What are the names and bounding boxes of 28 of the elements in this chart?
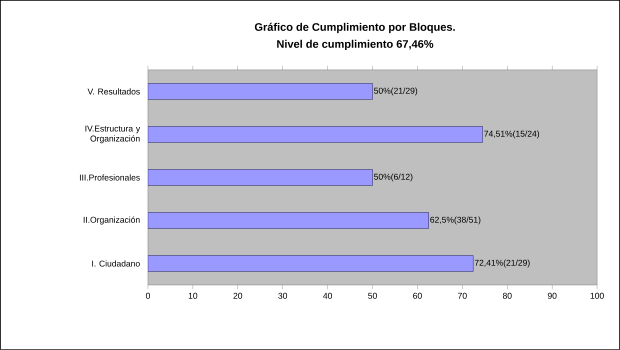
x-tick-label: 40 <box>323 292 332 299</box>
y-tick-label: IV.Estructura y Organización <box>85 126 140 144</box>
x-tick-label: 0 <box>146 292 150 299</box>
x-tick-label: 80 <box>502 292 512 299</box>
y-tick-label: III.Profesionales <box>80 174 140 181</box>
chart-subtitle: Nivel de cumplimiento 67,46% <box>277 40 434 50</box>
y-tick-label: V. Resultados <box>88 88 140 95</box>
bar <box>148 212 429 229</box>
data-label: 50%(21/29) <box>374 88 418 96</box>
x-tick-label: 60 <box>413 292 422 299</box>
bar <box>148 83 373 100</box>
x-tick-label: 30 <box>278 292 288 299</box>
x-tick-label: 70 <box>458 292 467 299</box>
y-tick-label: I. Ciudadano <box>92 260 140 267</box>
bar <box>148 169 373 186</box>
x-tick-label: 90 <box>548 292 557 299</box>
y-tick-label: II.Organización <box>84 216 140 225</box>
x-tick-label: 20 <box>233 292 242 299</box>
data-label: 50%(6/12) <box>374 174 412 182</box>
x-tick-label: 50 <box>368 292 377 299</box>
data-label: 74,51%(15/24) <box>484 130 540 138</box>
chart-title: Gráfico de Cumplimiento por Bloques. <box>254 22 455 34</box>
data-label: 72,41%(21/29) <box>474 260 530 268</box>
data-label: 62,5%(38/51) <box>430 216 480 224</box>
x-tick-label: 10 <box>188 292 198 299</box>
bar <box>148 255 474 272</box>
bar <box>148 126 483 143</box>
x-tick-label: 100 <box>590 292 604 299</box>
